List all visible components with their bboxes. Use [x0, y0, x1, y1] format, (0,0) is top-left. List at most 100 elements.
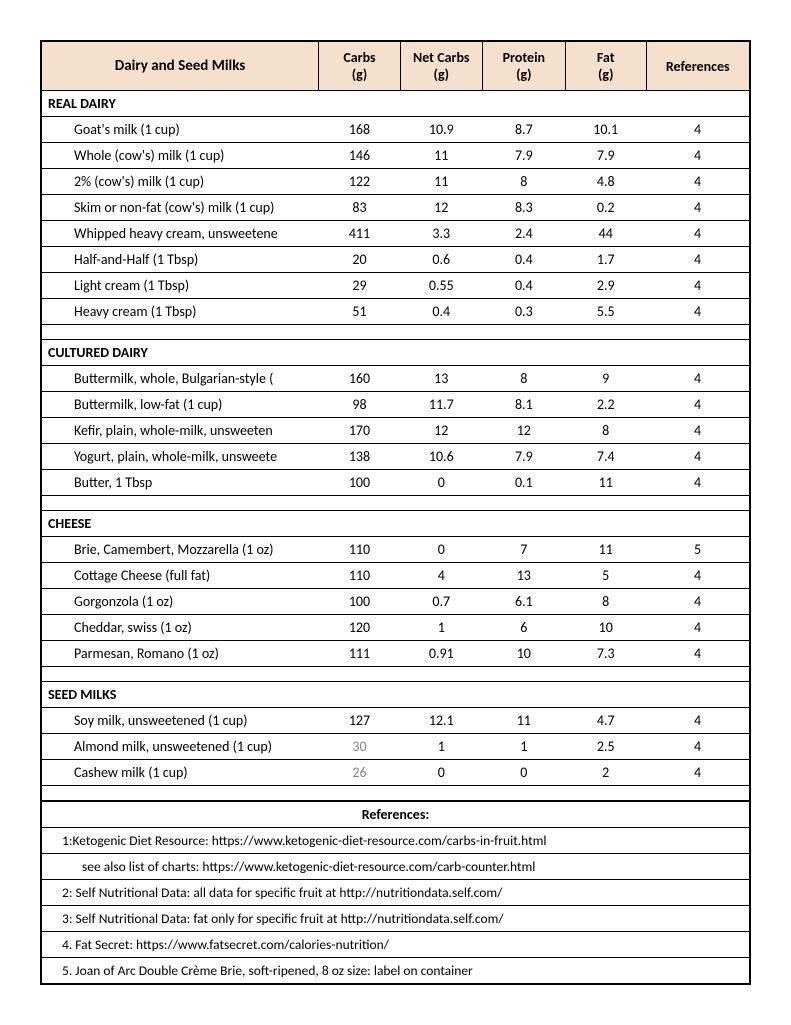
item-name: Brie, Camembert, Mozzarella (1 oz): [41, 537, 319, 563]
carbs-value: 146: [319, 143, 401, 169]
item-name: Kefir, plain, whole-milk, unsweeten: [41, 418, 319, 444]
reference-value: 4: [646, 444, 750, 470]
reference-value: 4: [646, 247, 750, 273]
table-row: Whipped heavy cream, unsweetene4113.32.4…: [41, 221, 750, 247]
item-name: 2% (cow's) milk (1 cup): [41, 169, 319, 195]
table-row: Kefir, plain, whole-milk, unsweeten170 12…: [41, 418, 750, 444]
nutrition-table: Dairy and Seed Milks Carbs(g) Net Carbs(…: [40, 40, 751, 985]
section-name: SEED MILKS: [41, 682, 319, 708]
item-name: Light cream (1 Tbsp): [41, 273, 319, 299]
reference-value: 4: [646, 641, 750, 667]
reference-text: 1:Ketogenic Diet Resource: https://www.k…: [41, 828, 750, 854]
item-name: Gorgonzola (1 oz): [41, 589, 319, 615]
reference-value: 4: [646, 392, 750, 418]
references-header: References:: [41, 801, 750, 828]
item-name: Buttermilk, whole, Bulgarian-style (: [41, 366, 319, 392]
item-name: Yogurt, plain, whole-milk, unsweete: [41, 444, 319, 470]
item-name: Cottage Cheese (full fat): [41, 563, 319, 589]
net-carbs-value: 12.1: [400, 708, 482, 734]
reference-text: 2: Self Nutritional Data: all data for s…: [41, 880, 750, 906]
fat-value: 2: [565, 760, 646, 786]
fat-value: 11: [565, 537, 646, 563]
table-row: Gorgonzola (1 oz)1000.76.184: [41, 589, 750, 615]
item-name: Soy milk, unsweetened (1 cup): [41, 708, 319, 734]
fat-value: 1.7: [565, 247, 646, 273]
net-carbs-value: 11.7: [400, 392, 482, 418]
table-row: Brie, Camembert, Mozzarella (1 oz)110071…: [41, 537, 750, 563]
fat-value: 9: [565, 366, 646, 392]
fat-value: 44: [565, 221, 646, 247]
net-carbs-value: 0: [400, 537, 482, 563]
item-name: Parmesan, Romano (1 oz): [41, 641, 319, 667]
protein-value: 7.9: [482, 444, 565, 470]
item-name: Buttermilk, low-fat (1 cup): [41, 392, 319, 418]
net-carbs-value: 11: [400, 143, 482, 169]
reference-text: 3: Self Nutritional Data: fat only for s…: [41, 906, 750, 932]
fat-value: 7.4: [565, 444, 646, 470]
header-net-carbs: Net Carbs(g): [400, 41, 482, 91]
fat-value: 4.7: [565, 708, 646, 734]
table-row: Cashew milk (1 cup)260024: [41, 760, 750, 786]
protein-value: 0.3: [482, 299, 565, 325]
net-carbs-value: 0.4: [400, 299, 482, 325]
carbs-value: 100: [319, 470, 401, 496]
carbs-value: 170: [319, 418, 401, 444]
net-carbs-value: 13: [400, 366, 482, 392]
protein-value: 8: [482, 366, 565, 392]
reference-row: see also list of charts: https://www.ket…: [41, 854, 750, 880]
net-carbs-value: 3.3: [400, 221, 482, 247]
reference-value: 4: [646, 418, 750, 444]
protein-value: 2.4: [482, 221, 565, 247]
table-row: Almond milk, unsweetened (1 cup)30112.54: [41, 734, 750, 760]
fat-value: 10.1: [565, 117, 646, 143]
reference-value: 4: [646, 563, 750, 589]
table-row: Goat's milk (1 cup)16810.98.710.14: [41, 117, 750, 143]
protein-value: 11: [482, 708, 565, 734]
net-carbs-value: 1: [400, 615, 482, 641]
table-row: Whole (cow's) milk (1 cup)146117.97.94: [41, 143, 750, 169]
reference-row: 2: Self Nutritional Data: all data for s…: [41, 880, 750, 906]
section-header: CHEESE: [41, 511, 750, 537]
net-carbs-value: 0.55: [400, 273, 482, 299]
carbs-value: 51: [319, 299, 401, 325]
reference-row: 1:Ketogenic Diet Resource: https://www.k…: [41, 828, 750, 854]
fat-value: 10: [565, 615, 646, 641]
reference-value: 4: [646, 760, 750, 786]
reference-value: 4: [646, 117, 750, 143]
item-name: Whole (cow's) milk (1 cup): [41, 143, 319, 169]
item-name: Whipped heavy cream, unsweetene: [41, 221, 319, 247]
net-carbs-value: 4: [400, 563, 482, 589]
carbs-value: 111: [319, 641, 401, 667]
reference-value: 4: [646, 615, 750, 641]
net-carbs-value: 11: [400, 169, 482, 195]
fat-value: 2.5: [565, 734, 646, 760]
carbs-value: 127: [319, 708, 401, 734]
carbs-value: 110: [319, 537, 401, 563]
fat-value: 11: [565, 470, 646, 496]
section-header: REAL DAIRY: [41, 91, 750, 117]
fat-value: 5: [565, 563, 646, 589]
protein-value: 8.3: [482, 195, 565, 221]
item-name: Goat's milk (1 cup): [41, 117, 319, 143]
protein-value: 7.9: [482, 143, 565, 169]
carbs-value: 120: [319, 615, 401, 641]
protein-value: 6.1: [482, 589, 565, 615]
item-name: Cheddar, swiss (1 oz): [41, 615, 319, 641]
net-carbs-value: 0.91: [400, 641, 482, 667]
table-row: Cottage Cheese (full fat)11041354: [41, 563, 750, 589]
spacer-row: [41, 496, 750, 511]
fat-value: 8: [565, 418, 646, 444]
header-fat: Fat(g): [565, 41, 646, 91]
carbs-value: 29: [319, 273, 401, 299]
protein-value: 12: [482, 418, 565, 444]
fat-value: 4.8: [565, 169, 646, 195]
table-row: Light cream (1 Tbsp)290.550.42.94: [41, 273, 750, 299]
header-protein: Protein(g): [482, 41, 565, 91]
fat-value: 2.2: [565, 392, 646, 418]
fat-value: 0.2: [565, 195, 646, 221]
fat-value: 7.9: [565, 143, 646, 169]
net-carbs-value: 0.6: [400, 247, 482, 273]
table-row: Buttermilk, whole, Bulgarian-style (1601…: [41, 366, 750, 392]
reference-value: 4: [646, 273, 750, 299]
protein-value: 6: [482, 615, 565, 641]
